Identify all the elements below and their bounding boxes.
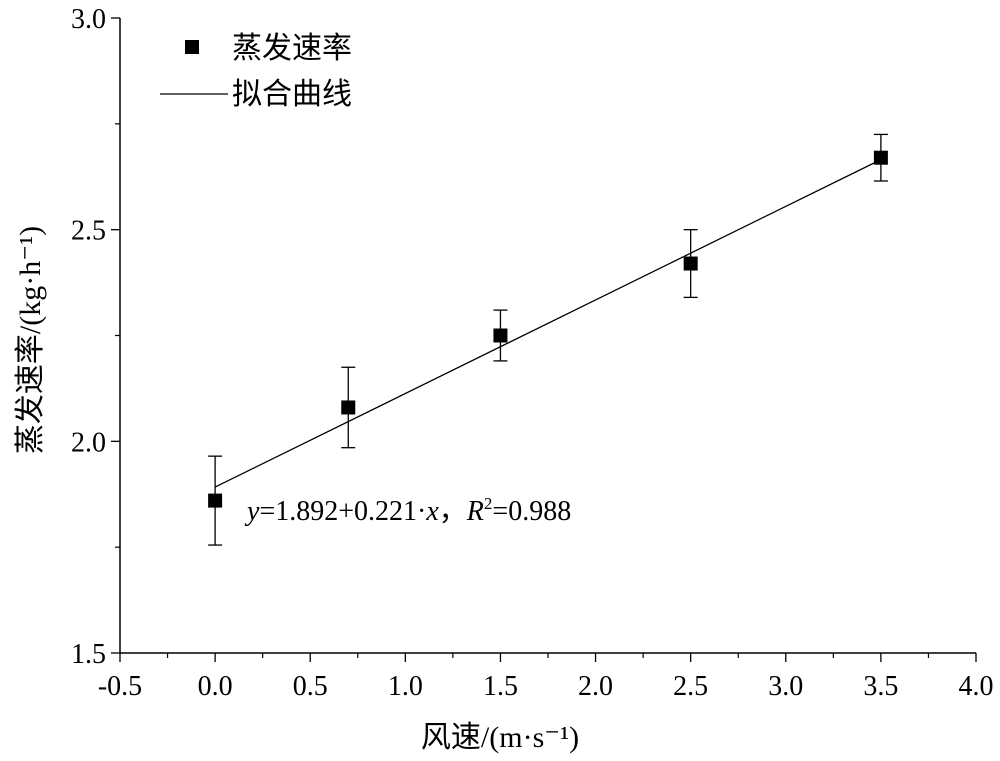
x-tick-label: 2.5 [673, 671, 708, 702]
eq-r-value: =0.988 [492, 496, 571, 527]
x-tick-label: 3.0 [768, 671, 803, 702]
legend: 蒸发速率 拟合曲线 [160, 32, 352, 111]
x-tick-label: 2.0 [578, 671, 613, 702]
y-tick-label: 3.0 [71, 4, 106, 35]
y-tick-label: 2.5 [71, 216, 106, 247]
legend-label-evaporation: 蒸发速率 [232, 32, 352, 65]
data-point [873, 150, 888, 165]
eq-separator: ， [439, 496, 467, 527]
data-point [493, 328, 508, 343]
fit-line [214, 159, 882, 488]
x-tick-label: 0.5 [293, 671, 328, 702]
y-axis-title: 蒸发速率/(kg·h⁻¹) [14, 226, 47, 454]
y-tick-label: 1.5 [71, 639, 106, 670]
data-point [683, 256, 698, 271]
eq-r-var: R [466, 496, 484, 527]
eq-r-superscript: 2 [484, 494, 493, 513]
x-tick-label: 3.5 [863, 671, 898, 702]
data-point [208, 493, 223, 508]
eq-body: =1.892+0.221· [259, 496, 426, 527]
error-bars [208, 133, 888, 546]
fit-equation: y=1.892+0.221·x，R2=0.988 [244, 494, 571, 527]
x-tick-label: 1.5 [483, 671, 518, 702]
legend-marker-evaporation [185, 40, 199, 54]
x-tick-label: 4.0 [959, 671, 994, 702]
x-tick-label: 1.0 [388, 671, 423, 702]
fit-line-group [214, 159, 882, 488]
data-point [341, 400, 356, 415]
x-axis-title: 风速/(m·s⁻¹) [421, 721, 579, 754]
eq-y-var: y [244, 496, 260, 527]
data-points [208, 150, 888, 508]
y-tick-label: 2.0 [71, 427, 106, 458]
legend-label-fit: 拟合曲线 [232, 78, 352, 111]
x-tick-label: 0.0 [198, 671, 233, 702]
x-tick-label: -0.5 [98, 671, 142, 702]
axes: -0.5 0.0 0.5 1.0 1.5 2.0 2.5 3.0 3.5 4.0 1.5 2.0 2.5… [71, 4, 994, 702]
eq-x-var: x [425, 496, 439, 527]
